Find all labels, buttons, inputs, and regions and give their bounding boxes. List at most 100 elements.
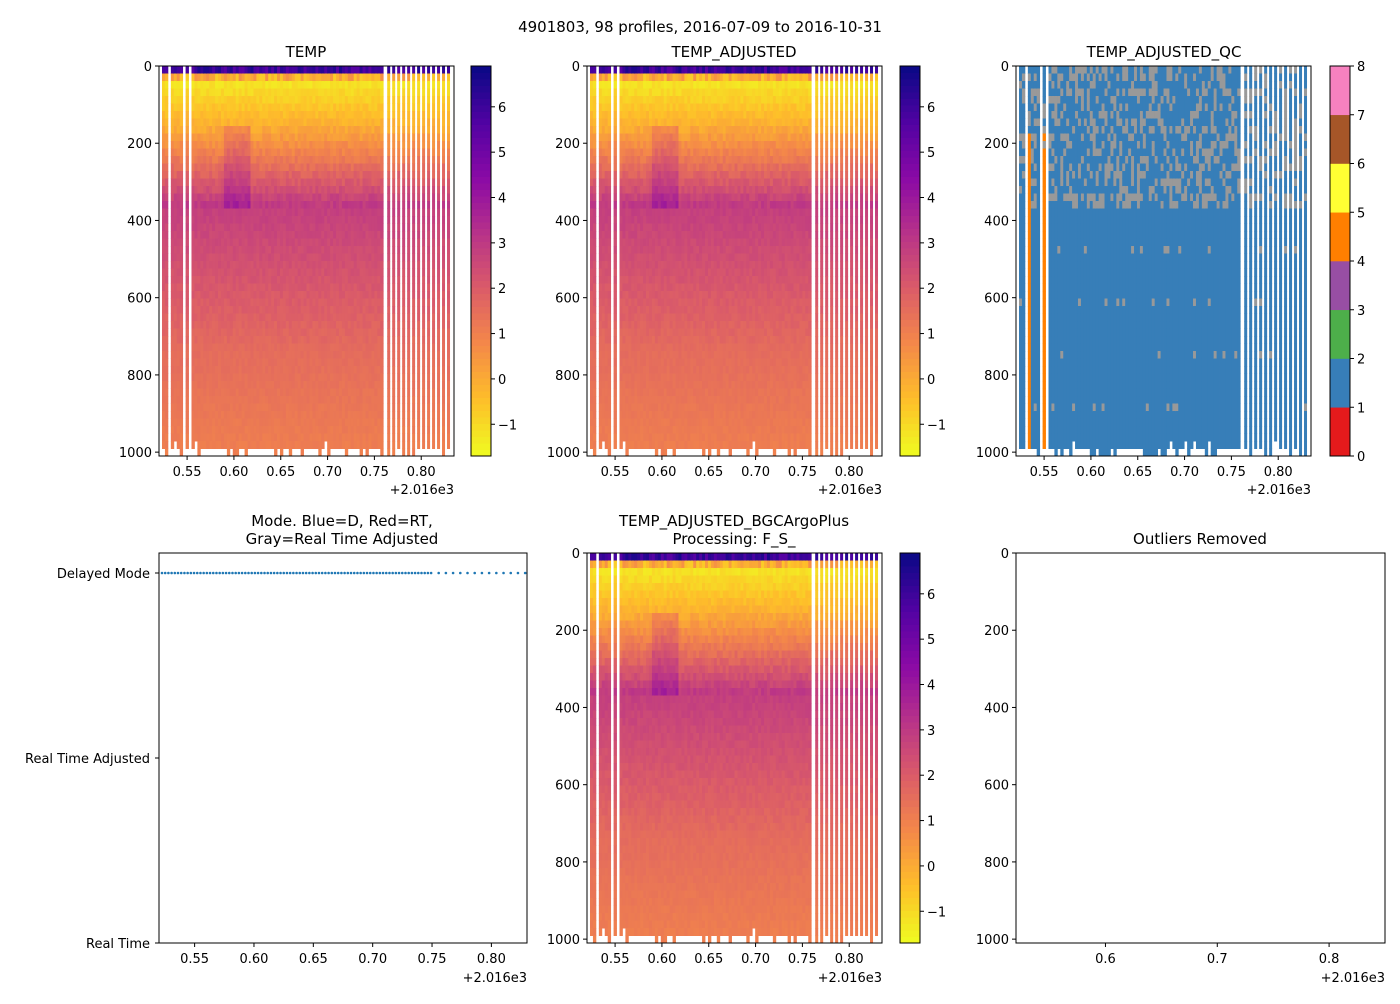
panel-temp-offset: +2.016e3: [390, 483, 454, 498]
heatmap-cell: [268, 269, 271, 277]
heatmap-cell: [354, 171, 357, 179]
heatmap-cell: [194, 261, 197, 269]
heatmap-cell: [392, 314, 395, 322]
heatmap-cell: [447, 284, 450, 292]
heatmap-cell: [245, 366, 248, 374]
heatmap-cell: [233, 254, 236, 262]
heatmap-cell: [298, 284, 301, 292]
heatmap-cell: [253, 261, 256, 269]
heatmap-cell: [625, 419, 628, 427]
heatmap-cell: [209, 246, 212, 254]
heatmap-cell: [301, 359, 304, 367]
heatmap-cell: [301, 149, 304, 157]
heatmap-cell: [407, 194, 410, 202]
heatmap-cell: [407, 374, 410, 382]
heatmap-cell: [215, 89, 218, 97]
heatmap-cell: [265, 66, 268, 74]
heatmap-cell: [174, 164, 177, 172]
heatmap-cell: [622, 254, 625, 262]
heatmap-cell: [277, 171, 280, 179]
heatmap-cell: [233, 426, 236, 434]
heatmap-cell: [203, 149, 206, 157]
heatmap-cell: [407, 239, 410, 247]
heatmap-cell: [628, 179, 631, 187]
heatmap-cell: [227, 336, 230, 344]
heatmap-cell: [215, 336, 218, 344]
heatmap-cell: [402, 396, 405, 404]
heatmap-cell: [271, 434, 274, 442]
heatmap-cell: [357, 254, 360, 262]
heatmap-cell: [432, 284, 435, 292]
heatmap-cell: [437, 104, 440, 112]
heatmap-cell: [397, 344, 400, 352]
heatmap-cell: [242, 329, 245, 337]
heatmap-cell: [197, 254, 200, 262]
colorbar-segment: [471, 196, 491, 203]
heatmap-cell: [253, 269, 256, 277]
heatmap-cell: [321, 366, 324, 374]
heatmap-cell: [397, 179, 400, 187]
heatmap-cell: [283, 321, 286, 329]
heatmap-cell: [432, 201, 435, 209]
heatmap-cell: [194, 396, 197, 404]
heatmap-cell: [336, 381, 339, 389]
heatmap-cell: [218, 344, 221, 352]
heatmap-cell: [280, 111, 283, 119]
heatmap-cell: [327, 194, 330, 202]
heatmap-cell: [590, 351, 593, 359]
heatmap-cell: [292, 329, 295, 337]
heatmap-cell: [298, 104, 301, 112]
heatmap-cell: [268, 291, 271, 299]
heatmap-cell: [277, 209, 280, 217]
heatmap-cell: [593, 134, 596, 142]
heatmap-cell: [402, 441, 405, 449]
heatmap-cell: [614, 366, 617, 374]
heatmap-cell: [357, 411, 360, 419]
heatmap-cell: [442, 171, 445, 179]
heatmap-cell: [245, 126, 248, 134]
heatmap-cell: [348, 104, 351, 112]
heatmap-cell: [602, 171, 605, 179]
heatmap-cell: [233, 441, 236, 449]
heatmap-cell: [608, 419, 611, 427]
heatmap-cell: [265, 141, 268, 149]
heatmap-cell: [215, 81, 218, 89]
heatmap-cell: [286, 381, 289, 389]
heatmap-cell: [203, 201, 206, 209]
heatmap-cell: [354, 329, 357, 337]
heatmap-cell: [442, 239, 445, 247]
heatmap-cell: [227, 389, 230, 397]
heatmap-cell: [447, 254, 450, 262]
heatmap-cell: [622, 149, 625, 157]
heatmap-cell: [327, 434, 330, 442]
heatmap-cell: [614, 254, 617, 262]
heatmap-cell: [283, 419, 286, 427]
heatmap-cell: [250, 396, 253, 404]
heatmap-cell: [250, 171, 253, 179]
heatmap-cell: [608, 374, 611, 382]
heatmap-cell: [590, 96, 593, 104]
heatmap-cell: [339, 419, 342, 427]
heatmap-cell: [387, 141, 390, 149]
heatmap-cell: [171, 404, 174, 412]
heatmap-cell: [312, 269, 315, 277]
heatmap-cell: [336, 111, 339, 119]
heatmap-cell: [397, 246, 400, 254]
heatmap-cell: [197, 404, 200, 412]
heatmap-cell: [412, 261, 415, 269]
heatmap-cell: [203, 426, 206, 434]
heatmap-cell: [174, 426, 177, 434]
heatmap-cell: [327, 231, 330, 239]
heatmap-cell: [259, 104, 262, 112]
heatmap-cell: [224, 374, 227, 382]
heatmap-cell: [380, 321, 383, 329]
heatmap-cell: [336, 306, 339, 314]
heatmap-cell: [327, 389, 330, 397]
heatmap-cell: [289, 81, 292, 89]
heatmap-cell: [215, 246, 218, 254]
colorbar-segment: [471, 378, 491, 385]
heatmap-cell: [180, 149, 183, 157]
heatmap-cell: [218, 66, 221, 74]
heatmap-cell: [180, 261, 183, 269]
heatmap-cell: [357, 344, 360, 352]
